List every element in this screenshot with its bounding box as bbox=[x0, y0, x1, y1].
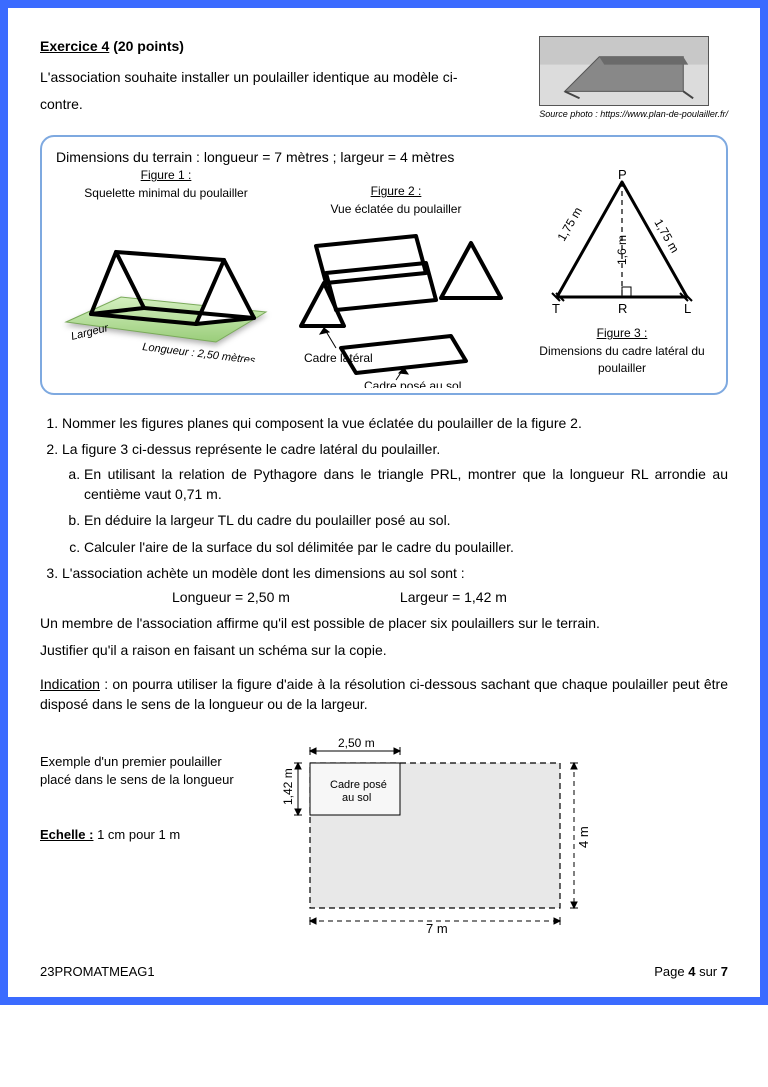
fig3-side-right: 1,75 m bbox=[651, 217, 681, 256]
aid-cadre-label-1: Cadre posé bbox=[330, 779, 387, 791]
footer-page: Page 4 sur 7 bbox=[654, 963, 728, 982]
question-1: Nommer les figures planes qui composent … bbox=[62, 413, 728, 433]
reference-photo bbox=[539, 36, 709, 106]
exercise-points: (20 points) bbox=[113, 38, 184, 54]
indication-text: : on pourra utiliser la figure d'aide à … bbox=[40, 676, 728, 712]
q3-text: L'association achète un modèle dont les … bbox=[62, 565, 465, 581]
aid-cadre-label-2: au sol bbox=[342, 792, 371, 804]
photo-caption: Source photo : https://www.plan-de-poula… bbox=[539, 108, 728, 121]
fig3-T: T bbox=[552, 301, 560, 316]
question-3: L'association achète un modèle dont les … bbox=[62, 563, 728, 608]
aid-terrain-w: 7 m bbox=[426, 921, 448, 933]
fig3-P: P bbox=[618, 167, 627, 182]
q3-longueur: Longueur = 2,50 m bbox=[172, 587, 290, 607]
figure-3: P T R L 1,75 m 1,75 m 1,6 m Figure 3 : D… bbox=[532, 167, 712, 377]
fig1-title: Figure 1 : bbox=[141, 168, 192, 182]
questions: Nommer les figures planes qui composent … bbox=[40, 413, 728, 715]
fig3-subtitle: Dimensions du cadre latéral du poulaille… bbox=[539, 344, 704, 375]
figure-2: Figure 2 : Vue éclatée du poulailler bbox=[286, 183, 506, 388]
aid-small-w: 2,50 m bbox=[338, 736, 375, 750]
scale-label: Echelle : bbox=[40, 827, 93, 842]
intro-text: L'association souhaite installer un poul… bbox=[40, 64, 470, 117]
fig2-cadre-lateral: Cadre latéral bbox=[304, 351, 373, 365]
fig3-side-left: 1,75 m bbox=[554, 205, 584, 244]
fig3-L: L bbox=[684, 301, 691, 316]
footer-code: 23PROMATMEAG1 bbox=[40, 963, 155, 982]
question-2b: En déduire la largeur TL du cadre du pou… bbox=[84, 510, 728, 530]
indication-label: Indication bbox=[40, 676, 100, 692]
question-2c: Calculer l'aire de la surface du sol dél… bbox=[84, 537, 728, 557]
aid-small-h: 1,42 m bbox=[281, 768, 295, 805]
exercise-title: Exercice 4 (20 points) bbox=[40, 36, 470, 56]
fig2-svg: Cadre latéral Cadre posé au sol bbox=[286, 218, 506, 388]
q3-para2: Justifier qu'il a raison en faisant un s… bbox=[40, 640, 728, 660]
q3-para1: Un membre de l'association affirme qu'il… bbox=[40, 613, 728, 633]
fig3-title: Figure 3 : bbox=[597, 326, 648, 340]
question-2a: En utilisant la relation de Pythagore da… bbox=[84, 464, 728, 505]
fig1-svg: Largeur Longueur : 2,50 mètres bbox=[56, 202, 276, 362]
exercise-label: Exercice 4 bbox=[40, 38, 109, 54]
aid-svg: Cadre posé au sol 2,50 m 1,42 m bbox=[270, 733, 600, 933]
fig2-subtitle: Vue éclatée du poulailler bbox=[331, 202, 462, 216]
q3-largeur: Largeur = 1,42 m bbox=[400, 587, 507, 607]
scale: Echelle : 1 cm pour 1 m bbox=[40, 826, 240, 845]
fig3-R: R bbox=[618, 301, 627, 316]
fig2-cadre-sol: Cadre posé au sol bbox=[364, 379, 461, 388]
fig2-title: Figure 2 : bbox=[371, 184, 422, 198]
indication: Indication : on pourra utiliser la figur… bbox=[40, 674, 728, 715]
fig1-longueur: Longueur : 2,50 mètres bbox=[142, 341, 257, 362]
question-2: La figure 3 ci-dessus représente le cadr… bbox=[62, 439, 728, 556]
figure-1: Figure 1 : Squelette minimal du poulaill… bbox=[56, 167, 276, 362]
aid-terrain-h: 4 m bbox=[576, 826, 591, 848]
scale-value: 1 cm pour 1 m bbox=[93, 827, 180, 842]
fig3-svg: P T R L 1,75 m 1,75 m 1,6 m bbox=[532, 167, 712, 327]
fig3-height: 1,6 m bbox=[615, 235, 629, 265]
aid-figure: Exemple d'un premier poulailler placé da… bbox=[40, 733, 728, 933]
q2-text: La figure 3 ci-dessus représente le cadr… bbox=[62, 441, 440, 457]
dimensions-box: Dimensions du terrain : longueur = 7 mèt… bbox=[40, 135, 728, 395]
fig1-subtitle: Squelette minimal du poulailler bbox=[84, 186, 247, 200]
aid-example-text: Exemple d'un premier poulailler placé da… bbox=[40, 753, 240, 791]
terrain-dimensions: Dimensions du terrain : longueur = 7 mèt… bbox=[56, 147, 712, 167]
photo-block: Source photo : https://www.plan-de-poula… bbox=[539, 36, 728, 121]
